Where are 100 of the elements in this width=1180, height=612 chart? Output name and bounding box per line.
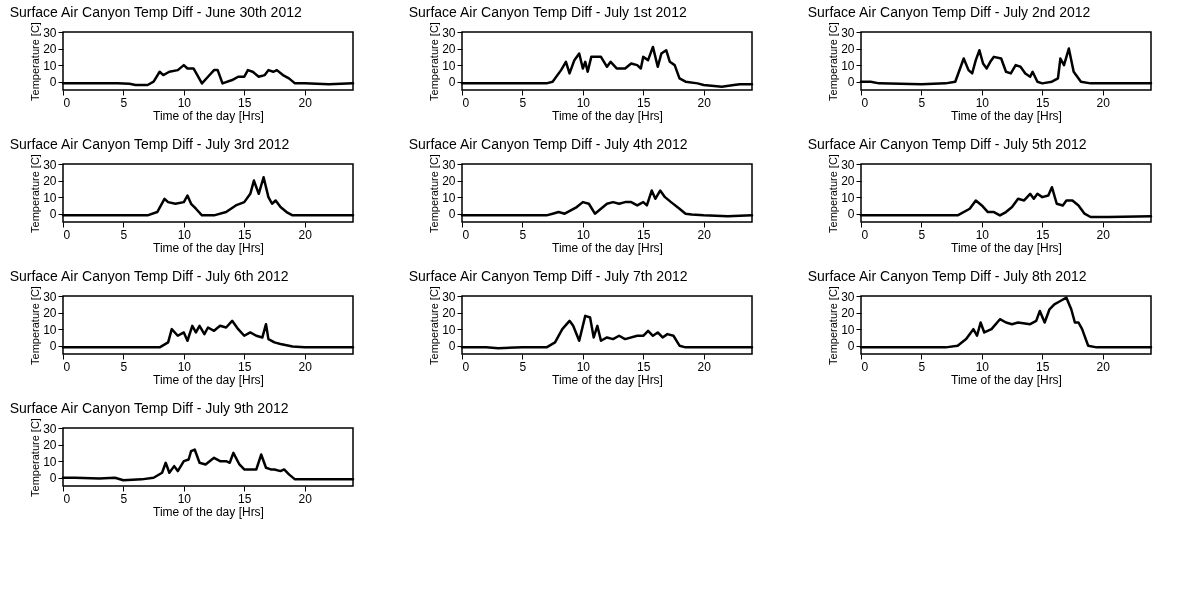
x-axis-title: Time of the day [Hrs] [951,240,1062,255]
x-axis-title: Time of the day [Hrs] [552,240,663,255]
x-tick-label: 15 [238,227,252,242]
x-tick-label: 15 [637,95,651,110]
x-tick-label: 15 [238,491,252,506]
y-tick-label: 20 [43,438,57,453]
y-tick-label: 0 [49,207,57,222]
x-tick-label: 10 [975,359,990,374]
x-tick-label: 5 [120,491,128,506]
x-tick-label: 20 [1096,227,1111,242]
x-tick-label: 15 [1036,227,1050,242]
x-axis-title: Time of the day [Hrs] [153,372,264,387]
y-tick-label: 0 [847,207,855,222]
y-tick-label: 30 [442,25,456,40]
y-tick-label: 0 [448,75,456,90]
y-tick-label: 10 [841,322,855,337]
y-tick-label: 20 [442,306,456,321]
chart-title: Surface Air Canyon Temp Diff - July 8th 2012 [807,267,1087,284]
y-axis-title: Temperature [C] [827,286,840,365]
y-tick-label: 10 [442,322,456,337]
x-tick-label: 20 [697,95,712,110]
x-tick-label: 10 [177,359,192,374]
y-tick-label: 30 [841,157,855,172]
y-tick-label: 20 [43,306,57,321]
chart-title: Surface Air Canyon Temp Diff - July 3rd 2012 [9,135,290,152]
x-tick-label: 0 [861,227,869,242]
y-tick-label: 10 [43,454,57,469]
x-tick-label: 0 [462,359,470,374]
y-tick-label: 10 [43,322,57,337]
chart-title: Surface Air Canyon Temp Diff - July 4th 2012 [408,135,688,152]
x-tick-label: 0 [63,95,71,110]
y-tick-label: 10 [442,190,456,205]
x-tick-label: 20 [697,227,712,242]
y-axis-title: Temperature [C] [29,154,42,233]
y-tick-label: 10 [43,190,57,205]
y-tick-label: 10 [43,58,57,73]
y-tick-label: 30 [841,25,855,40]
x-tick-label: 5 [918,227,926,242]
x-tick-label: 0 [63,359,71,374]
x-tick-label: 10 [177,95,192,110]
x-tick-label: 0 [63,227,71,242]
y-tick-label: 30 [43,289,57,304]
x-tick-label: 10 [975,95,990,110]
y-axis-title: Temperature [C] [428,286,441,365]
y-tick-label: 30 [841,289,855,304]
x-axis-title: Time of the day [Hrs] [153,240,264,255]
x-tick-label: 10 [975,227,990,242]
x-tick-label: 0 [861,95,869,110]
y-tick-label: 30 [43,25,57,40]
y-tick-label: 20 [442,42,456,57]
x-tick-label: 15 [238,95,252,110]
y-tick-label: 20 [841,42,855,57]
x-tick-label: 5 [519,359,527,374]
y-axis-title: Temperature [C] [428,22,441,101]
x-tick-label: 0 [861,359,869,374]
chart-title: Surface Air Canyon Temp Diff - July 6th 2012 [9,267,289,284]
y-tick-label: 30 [43,157,57,172]
x-tick-label: 10 [576,227,591,242]
x-tick-label: 20 [1096,359,1111,374]
y-axis-title: Temperature [C] [29,22,42,101]
x-axis-title: Time of the day [Hrs] [552,108,663,123]
x-tick-label: 0 [63,491,71,506]
y-axis-title: Temperature [C] [827,22,840,101]
x-tick-label: 20 [298,359,313,374]
y-tick-label: 0 [448,207,456,222]
y-tick-label: 10 [841,58,855,73]
y-tick-label: 0 [847,339,855,354]
y-axis-title: Temperature [C] [428,154,441,233]
x-tick-label: 20 [298,95,313,110]
x-tick-label: 15 [637,359,651,374]
x-tick-label: 5 [120,227,128,242]
y-tick-label: 20 [43,42,57,57]
y-tick-label: 0 [49,75,57,90]
x-tick-label: 20 [298,227,313,242]
y-tick-label: 30 [43,421,57,436]
chart-title: Surface Air Canyon Temp Diff - July 2nd 2012 [807,3,1091,20]
x-tick-label: 10 [177,227,192,242]
x-tick-label: 5 [918,95,926,110]
y-axis-title: Temperature [C] [827,154,840,233]
x-tick-label: 20 [1096,95,1111,110]
x-axis-title: Time of the day [Hrs] [951,372,1062,387]
x-tick-label: 10 [576,359,591,374]
x-axis-title: Time of the day [Hrs] [552,372,663,387]
x-axis-title: Time of the day [Hrs] [153,504,264,519]
chart-title: Surface Air Canyon Temp Diff - July 7th 2012 [408,267,688,284]
chart-title: Surface Air Canyon Temp Diff - July 5th 2012 [807,135,1087,152]
x-tick-label: 10 [576,95,591,110]
y-tick-label: 20 [841,174,855,189]
chart-title: Surface Air Canyon Temp Diff - July 9th 2012 [9,399,289,416]
x-tick-label: 0 [462,95,470,110]
x-tick-label: 20 [298,491,313,506]
x-tick-label: 5 [120,359,128,374]
x-tick-label: 10 [177,491,192,506]
y-axis-title: Temperature [C] [29,418,42,497]
x-tick-label: 5 [519,95,527,110]
x-tick-label: 15 [238,359,252,374]
x-axis-title: Time of the day [Hrs] [951,108,1062,123]
x-tick-label: 0 [462,227,470,242]
x-tick-label: 5 [120,95,128,110]
y-tick-label: 0 [49,339,57,354]
